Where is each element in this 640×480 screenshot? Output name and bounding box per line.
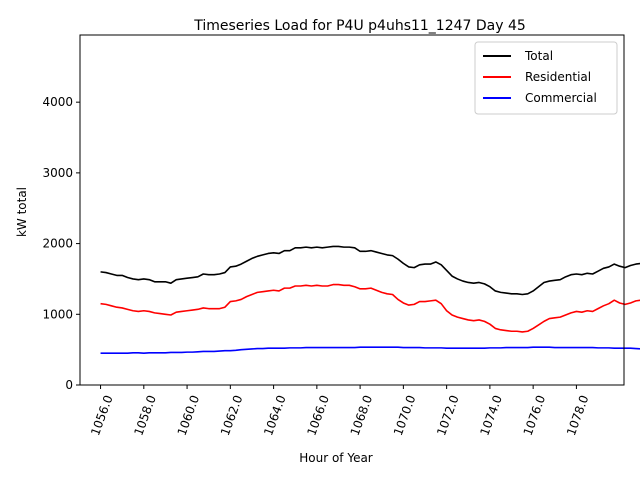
- series-line-total: [100, 245, 640, 296]
- chart-title: Timeseries Load for P4U p4uhs11_1247 Day…: [193, 18, 526, 34]
- legend-label-commercial: Commercial: [525, 91, 597, 105]
- series-group: [100, 245, 640, 354]
- y-tick-label: 3000: [42, 166, 73, 180]
- legend-box: [474, 41, 618, 115]
- plot-frame: [79, 34, 625, 386]
- legend: Total Residential Commercial: [474, 41, 618, 115]
- legend-label-total: Total: [524, 49, 553, 63]
- y-tick-label: 4000: [42, 95, 73, 109]
- series-line-residential: [100, 283, 640, 333]
- y-axis-label: kW total: [15, 187, 29, 237]
- x-axis-label: Hour of Year: [299, 451, 373, 465]
- series-line-commercial: [100, 346, 640, 354]
- y-tick-label: 1000: [42, 307, 73, 321]
- y-tick-label: 2000: [42, 237, 73, 251]
- y-tick-label: 0: [65, 378, 73, 392]
- legend-label-residential: Residential: [525, 70, 591, 84]
